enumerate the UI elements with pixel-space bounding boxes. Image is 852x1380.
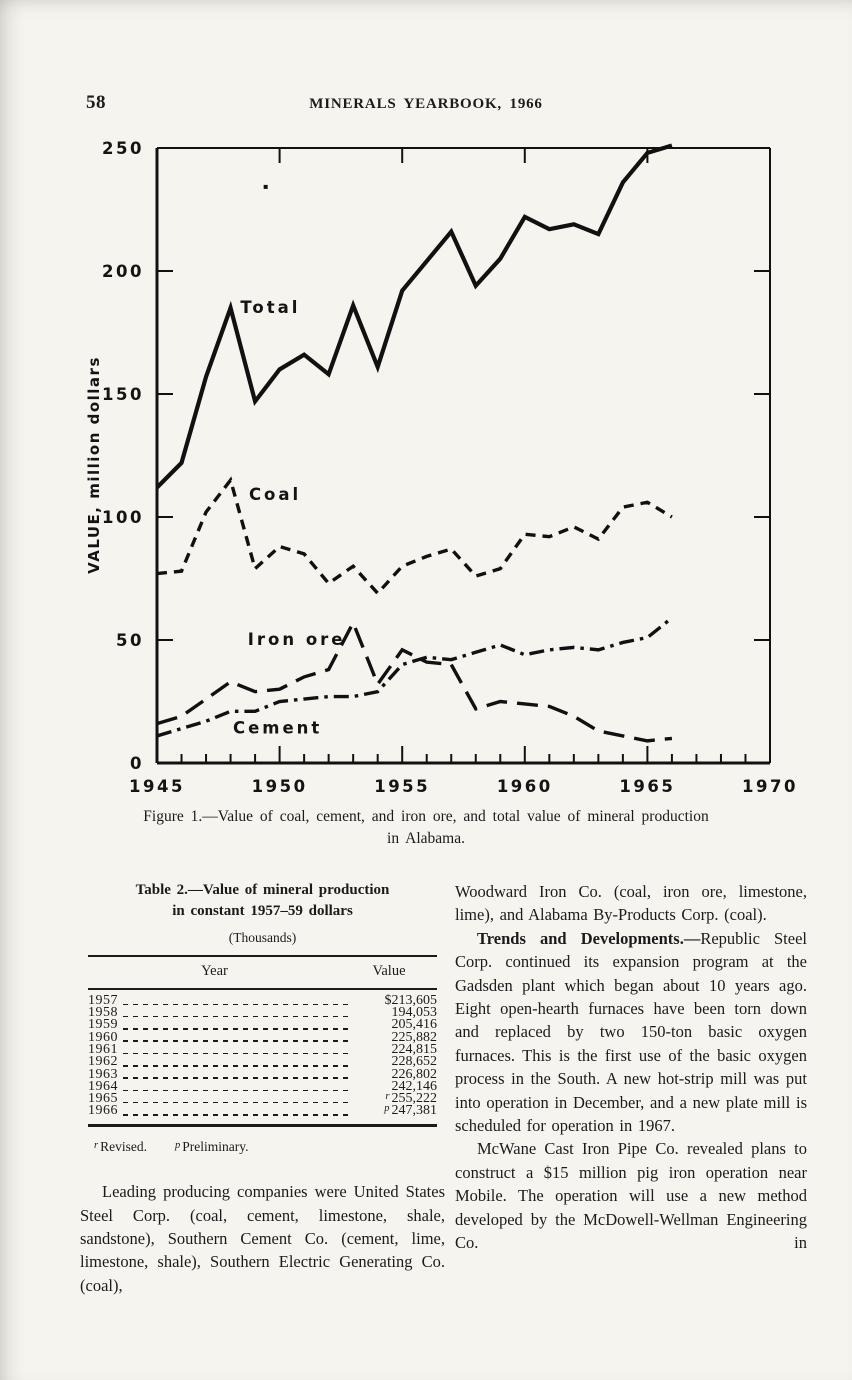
table2-subtitle: (Thousands) (228, 930, 297, 945)
table-row: 1958 194,053 (88, 1005, 437, 1021)
table-header-row: Year Value (88, 957, 437, 987)
series-line-iron-ore (156, 618, 673, 743)
table-row: 1965 r 255,222 (88, 1091, 437, 1107)
y-tick-label: 200 (102, 262, 144, 281)
leader-dashes (123, 1114, 351, 1116)
x-tick-label: 1955 (374, 777, 430, 795)
scan-speck (263, 184, 268, 189)
table-row: 1964 242,146 (88, 1078, 437, 1094)
table-body: 1957 $213,605 1958 194,053 1959 205,416 1960 22… (88, 992, 437, 1124)
table-row: 1963 226,802 (88, 1066, 437, 1082)
series-label-cement: Cement (233, 718, 322, 737)
y-tick-label: 150 (102, 385, 144, 404)
series-label-total: Total (240, 298, 300, 317)
right-paragraph-continuation: Woodward Iron Co. (coal, iron ore, limes… (455, 882, 807, 925)
series-label-coal: Coal (249, 485, 301, 504)
right-paragraph-mcwane: McWane Cast Iron Pipe Co. revealed plans… (455, 1139, 807, 1253)
leader-dashes (123, 1065, 351, 1067)
y-tick-label: 250 (102, 139, 144, 158)
running-title: MINERALS YEARBOOK, 1966 (309, 96, 543, 112)
leader-dashes (123, 1077, 351, 1079)
y-tick-label: 100 (102, 508, 144, 527)
y-tick-label: 0 (130, 754, 144, 773)
figure1-line-chart: 0 50 100 150 200 250 1945 1950 1955 1960 1965 1970 V… (85, 139, 798, 796)
table-row: 1959 205,416 (88, 1017, 437, 1033)
right-paragraph-trends: Trends and Developments.—Republic Steel … (455, 928, 807, 1136)
leader-dashes (123, 1003, 351, 1006)
table-rule-top (88, 955, 437, 958)
x-tick-label: 1945 (129, 777, 185, 795)
table-row: 1957 $213,605 (88, 992, 437, 1008)
leader-dashes (123, 1052, 351, 1055)
x-tick-label: 1950 (252, 777, 308, 795)
y-axis-title: VALUE, million dollars (85, 356, 103, 574)
y-tick-label: 50 (116, 631, 144, 650)
leader-dashes (123, 1040, 351, 1042)
x-tick-label: 1960 (497, 777, 553, 795)
caption-line2: in Alabama. (387, 830, 465, 847)
table-row: 1962 228,652 (88, 1054, 437, 1070)
table-row: 1960 225,882 (88, 1029, 437, 1045)
figure1-caption: Figure 1.—Value of coal, cement, and iro… (76, 806, 776, 850)
leader-dashes (123, 1028, 351, 1030)
leader-dashes (123, 1101, 351, 1104)
figure1-chart: 0 50 100 150 200 250 1945 1950 1955 1960 1965 1970 V… (85, 135, 815, 796)
leader-dashes (123, 1089, 351, 1092)
series-line-cement (156, 616, 673, 738)
series-line-coal (156, 476, 673, 596)
table-row: 1961 224,815 (88, 1042, 437, 1057)
page-number: 58 (86, 92, 106, 113)
table-row: 1966 p 247,381 (88, 1103, 437, 1119)
series-label-iron-ore: Iron ore (248, 630, 346, 649)
table-rule-bottom (88, 1123, 437, 1127)
series-line-total (155, 143, 673, 489)
table-footnote: r Revised. p Preliminary. (94, 1138, 249, 1154)
x-tick-label: 1965 (619, 777, 675, 795)
col-header-year: Year (201, 963, 228, 980)
right-column: Woodward Iron Co. (coal, iron ore, limes… (455, 880, 807, 1255)
left-column: Table 2.—Value of mineral production in … (80, 880, 445, 1297)
trends-heading: Trends and Developments.— (477, 928, 701, 948)
table2-title: Table 2.—Value of mineral production in … (135, 882, 390, 919)
caption-line1: Figure 1.—Value of coal, cement, and iro… (143, 808, 709, 825)
col-header-value: Value (372, 963, 406, 980)
x-tick-label: 1970 (742, 777, 798, 795)
table-rule-mid (88, 987, 437, 990)
left-paragraph-companies: Leading producing companies were United … (80, 1182, 445, 1295)
leader-dashes (123, 1015, 351, 1018)
table2: Year Value 1957 $213,605 1958 194,053 1959 20… (88, 955, 437, 1127)
